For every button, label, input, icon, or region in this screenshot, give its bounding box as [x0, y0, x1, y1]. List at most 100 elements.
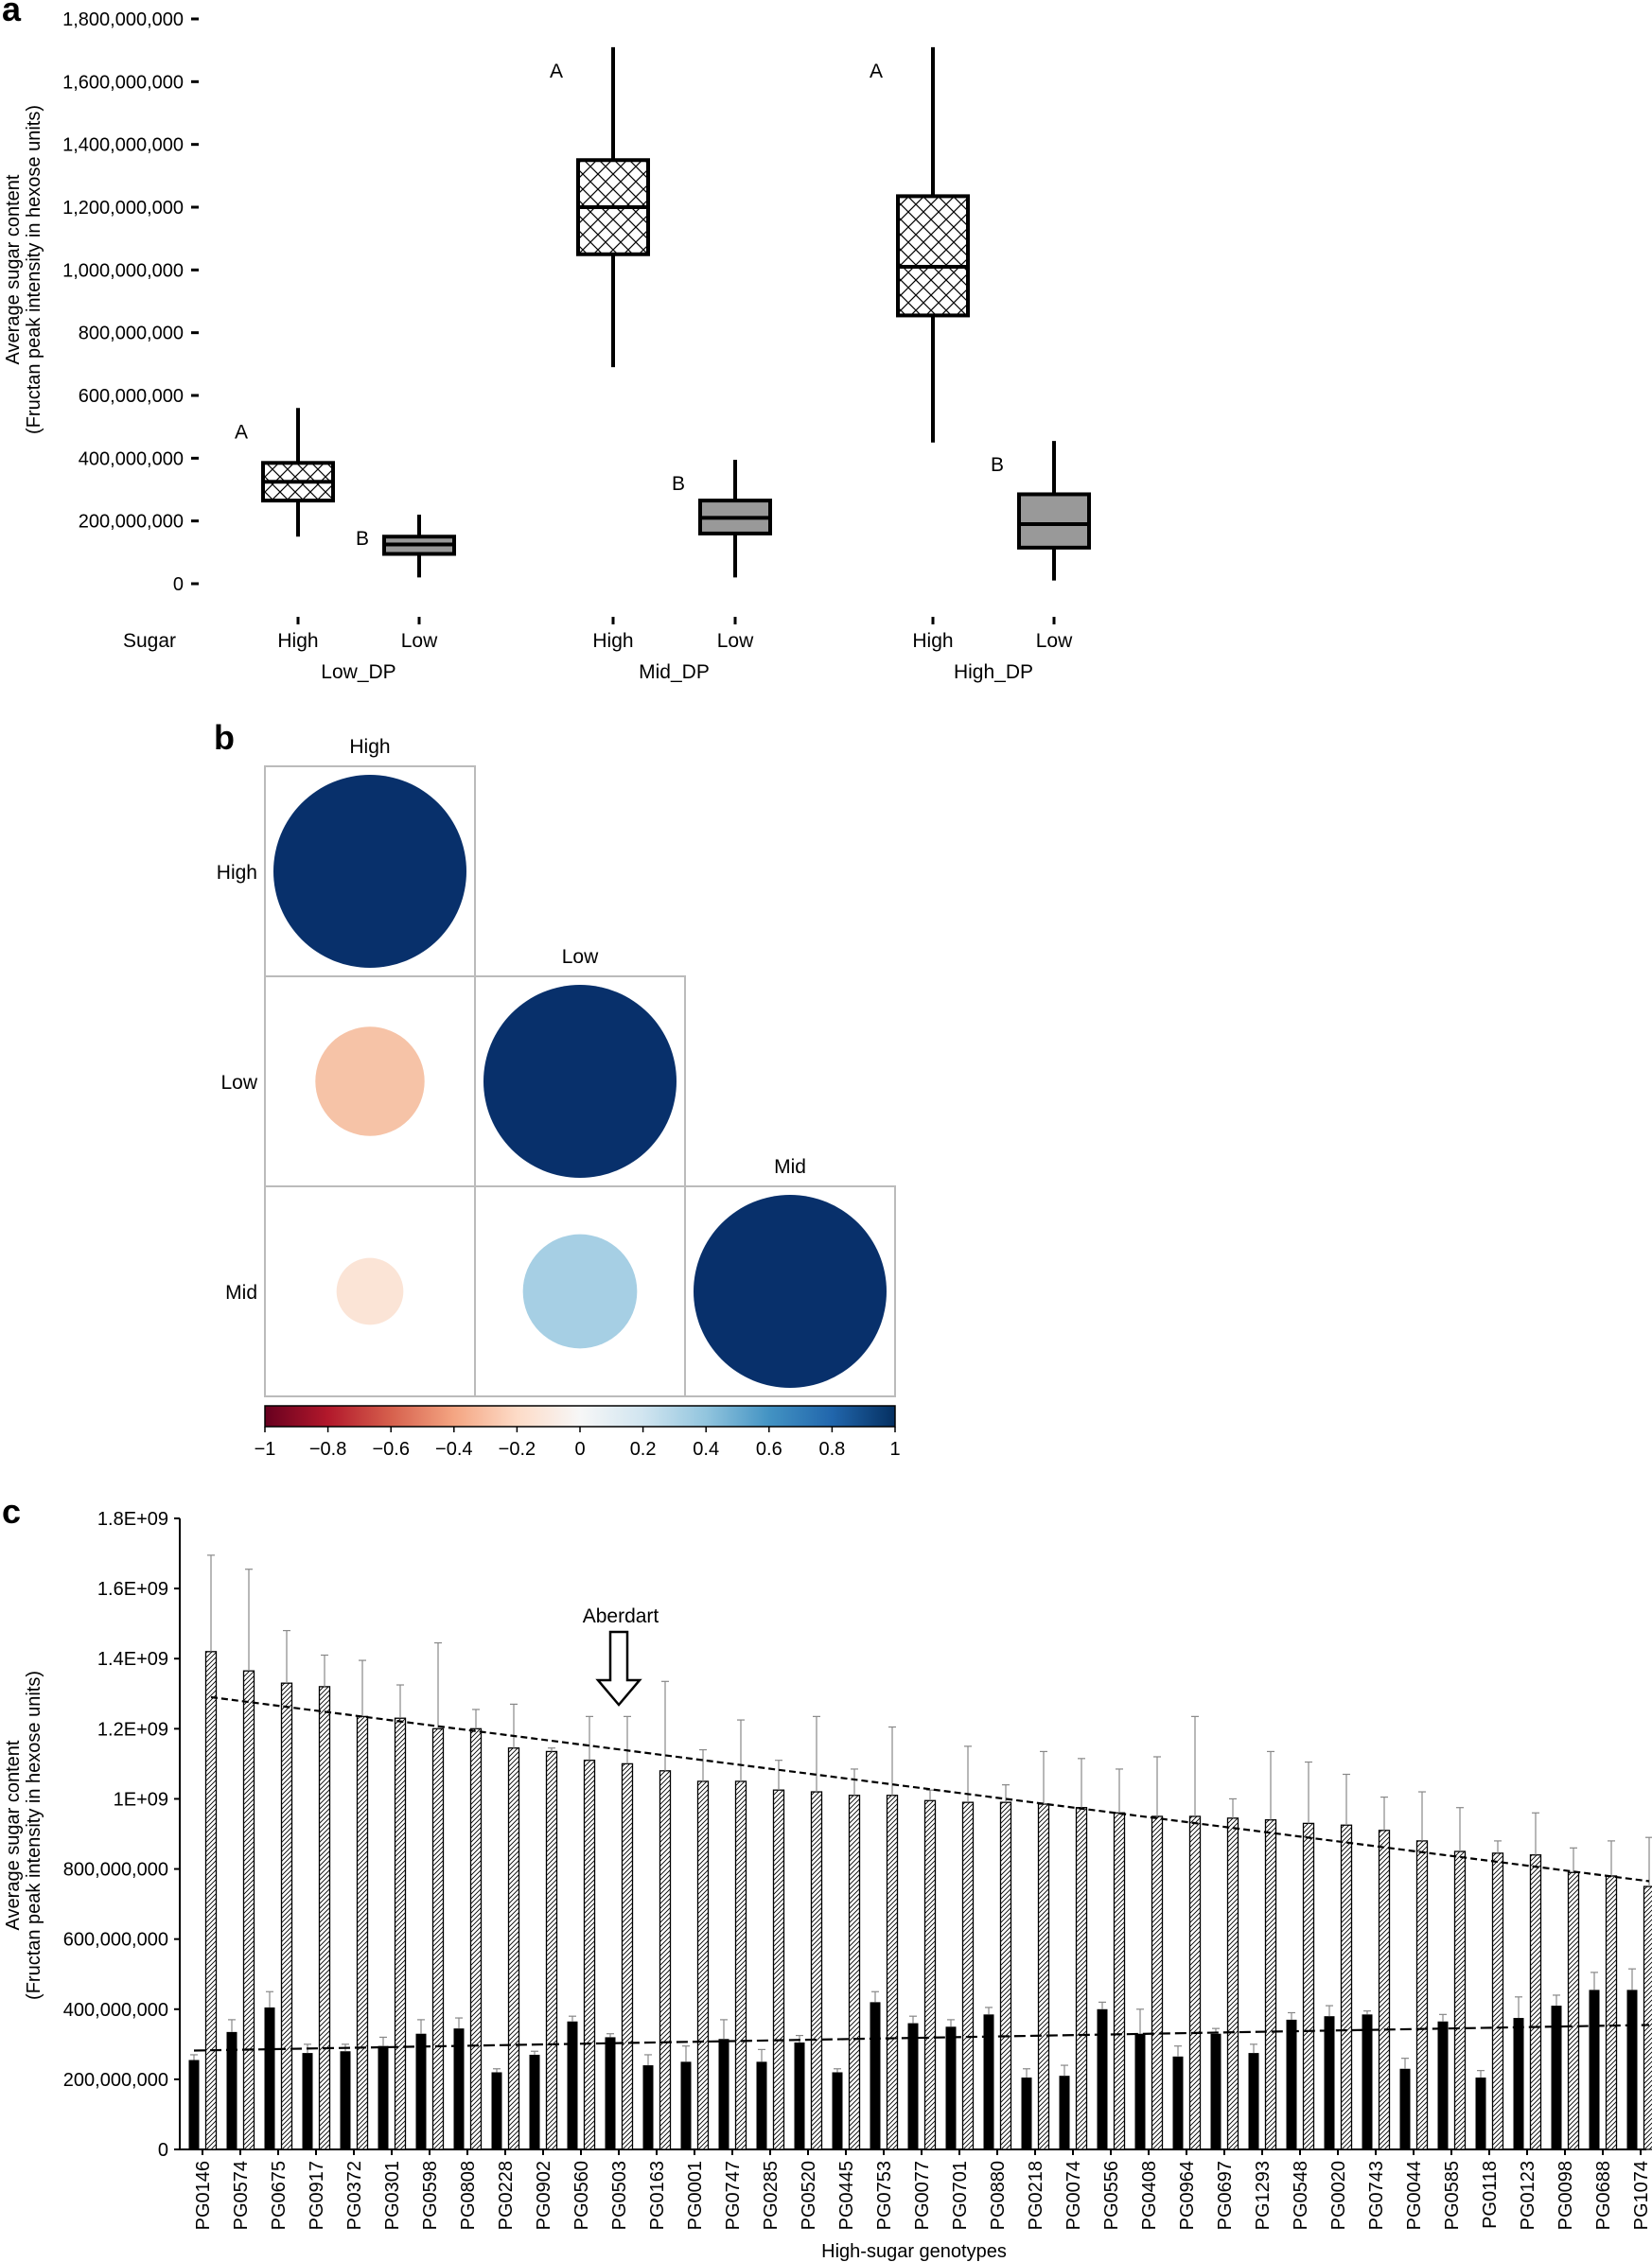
c-bar-hatched [999, 1801, 1012, 2150]
a-xtick-label: High [912, 630, 953, 652]
c-bar-solid [1589, 1990, 1600, 2149]
c-xtick-label: PG0044 [1404, 2161, 1425, 2230]
c-bar-solid [794, 2042, 805, 2149]
c-bar-solid [340, 2051, 351, 2149]
c-bar-solid [453, 2028, 465, 2149]
c-bar-solid [945, 2026, 957, 2149]
a-ytick-label: 1,600,000,000 [62, 72, 184, 93]
c-bar-hatched [242, 1670, 255, 2150]
c-xtick-label: PG0146 [193, 2161, 214, 2230]
c-xtick-label: PG0560 [571, 2161, 592, 2230]
b-colorbar-tick-label: 0.6 [756, 1439, 782, 1460]
c-bar-hatched [1605, 1875, 1618, 2150]
c-bar-hatched [1188, 1815, 1202, 2150]
a-ytick-label: 200,000,000 [79, 512, 184, 533]
a-significance-letter: A [235, 421, 248, 443]
c-bar-solid [1286, 2019, 1297, 2149]
a-xtick-label: Low [717, 630, 754, 652]
c-bar-hatched [772, 1789, 785, 2150]
c-xtick-label: PG0118 [1480, 2161, 1501, 2229]
c-bar-hatched [1491, 1852, 1504, 2150]
panel-c-bar-chart: Average sugar content (Fructan peak inte… [3, 1509, 1652, 2262]
panel-a-boxplot: Average sugar content (Fructan peak inte… [3, 9, 1091, 683]
c-bar-hatched [886, 1795, 899, 2150]
panel-c-ylabel-line1: Average sugar content [3, 1740, 24, 1930]
c-bar-hatched [961, 1801, 975, 2150]
c-bar-hatched [1453, 1850, 1467, 2150]
panel-b-correlation-matrix: High High Low Low Mid Mid −1 −0.8 −0.6 −0.4 −0.2 0… [217, 736, 901, 1460]
c-bar-solid [1210, 2033, 1221, 2149]
c-bar-solid [1134, 2033, 1146, 2149]
c-xtick-label: PG0285 [761, 2161, 782, 2230]
c-bar-solid [1248, 2053, 1259, 2149]
c-xtick-label: PG0548 [1291, 2161, 1311, 2230]
c-bar-hatched [204, 1651, 218, 2150]
c-annotation-arrow [595, 1630, 642, 1707]
c-ytick-label: 200,000,000 [63, 2070, 168, 2091]
c-bar-solid [188, 2060, 200, 2149]
c-xtick-label: PG0218 [1026, 2161, 1046, 2230]
c-bar-solid [264, 2007, 275, 2149]
c-bar-hatched [848, 1795, 861, 2150]
a-ytick-label: 400,000,000 [79, 448, 184, 469]
c-bar-solid [983, 2014, 994, 2149]
c-bar-hatched [1529, 1854, 1542, 2150]
b-colorbar-tick-label: 0.4 [693, 1439, 719, 1460]
b-correlation-circle [522, 1234, 638, 1349]
b-colorbar-tick-label: −0.4 [435, 1439, 472, 1460]
c-xtick-label: PG0074 [1063, 2161, 1084, 2230]
panel-a-ylabel-line2: (Fructan peak intensity in hexose units) [24, 105, 44, 434]
c-bar-solid [491, 2072, 502, 2149]
c-bar-hatched [431, 1727, 445, 2150]
b-row-label: High [217, 862, 257, 884]
c-bar-solid [1059, 2076, 1070, 2149]
c-bar-solid [1626, 1990, 1638, 2149]
c-xtick-label: PG0697 [1215, 2161, 1236, 2230]
b-correlation-circle [336, 1257, 404, 1325]
c-bar-solid [642, 2065, 654, 2149]
c-bar-hatched [356, 1715, 369, 2150]
c-bar-hatched [923, 1799, 937, 2150]
c-bar-solid [718, 2039, 729, 2149]
c-bar-solid [756, 2061, 767, 2149]
c-bar-hatched [507, 1747, 520, 2150]
c-xtick-label: PG0163 [647, 2161, 668, 2230]
b-row-label: Low [220, 1072, 257, 1094]
c-bar-solid [1172, 2056, 1184, 2149]
b-colorbar-tick-label: 1 [889, 1439, 900, 1460]
c-bar-solid [1475, 2078, 1486, 2149]
a-ytick-label: 1,400,000,000 [62, 135, 184, 156]
a-significance-letter: A [870, 61, 883, 82]
c-bar-hatched [583, 1760, 596, 2150]
a-xtick-label: Low [1036, 630, 1073, 652]
c-bar-hatched [810, 1791, 823, 2150]
c-xtick-label: PG0020 [1328, 2161, 1349, 2230]
c-xtick-label: PG0675 [269, 2161, 290, 2230]
c-bar-solid [226, 2031, 237, 2149]
c-bar-hatched [318, 1686, 331, 2150]
b-colorbar-tick-label: −1 [255, 1439, 276, 1460]
c-xtick-label: PG0747 [723, 2161, 744, 2230]
c-xtick-label: PG0408 [1139, 2161, 1160, 2230]
c-ytick-label: 400,000,000 [63, 2000, 168, 2021]
b-column-label: Mid [774, 1156, 806, 1178]
b-correlation-circle [273, 775, 466, 968]
b-correlation-circle [315, 1026, 425, 1136]
c-bar-hatched [1037, 1803, 1050, 2150]
c-bar-hatched [659, 1770, 672, 2150]
c-annotation-label: Aberdart [583, 1605, 659, 1627]
b-colorbar [264, 1405, 896, 1428]
panel-c-xlabel: High-sugar genotypes [821, 2241, 1007, 2262]
c-bar-solid [1551, 2006, 1562, 2149]
c-bar-hatched [1113, 1812, 1126, 2150]
c-xtick-label: PG0743 [1366, 2161, 1387, 2230]
a-ytick-label: 1,000,000,000 [62, 260, 184, 281]
a-box [1017, 492, 1091, 550]
c-bar-solid [1513, 2018, 1524, 2149]
c-bar-hatched [1643, 1885, 1652, 2150]
c-bar-hatched [1075, 1807, 1088, 2150]
c-bar-hatched [1415, 1840, 1429, 2150]
c-bar-solid [529, 2054, 540, 2149]
c-bar-solid [1362, 2014, 1373, 2149]
